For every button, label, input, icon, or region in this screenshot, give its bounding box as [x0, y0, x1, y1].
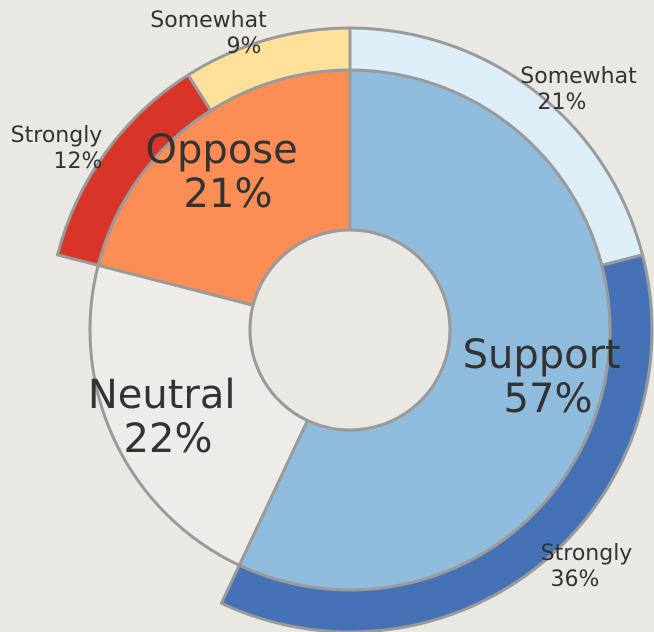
inner-label-neutral: Neutral 22% — [88, 372, 248, 462]
outer-label-oppose-strongly: Strongly 12% — [11, 123, 110, 174]
inner-label-oppose: Oppose 21% — [146, 127, 311, 217]
outer-slice-oppose-somewhat — [186, 26, 352, 112]
outer-label-support-strongly: Strongly 36% — [541, 541, 640, 592]
outer-label-oppose-somewhat: Somewhat 9% — [150, 8, 273, 59]
outer-label-support-somewhat: Somewhat 21% — [520, 64, 643, 115]
donut-hole — [248, 228, 452, 432]
inner-label-support: Support 57% — [463, 332, 634, 422]
outer-slice-support-strongly — [219, 253, 654, 632]
